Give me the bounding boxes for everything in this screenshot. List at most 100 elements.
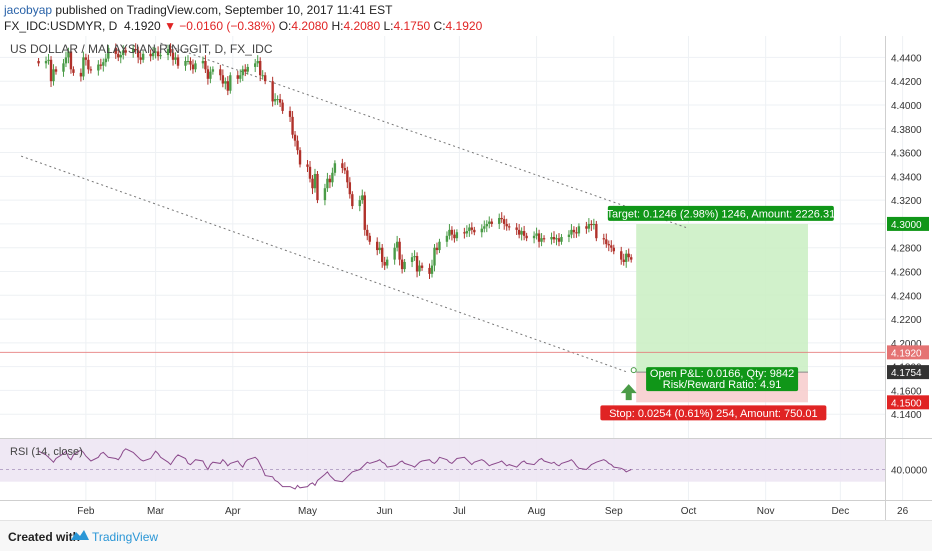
candle — [52, 64, 55, 86]
time-tick-label: Apr — [225, 506, 241, 517]
candle — [463, 227, 466, 239]
tradingview-logo-icon[interactable] — [70, 528, 90, 542]
candle — [570, 224, 573, 239]
candle-body — [271, 81, 274, 102]
candle — [82, 51, 85, 81]
candle — [485, 220, 488, 233]
candle-body — [141, 53, 145, 60]
price-tick-label: 4.1400 — [891, 410, 922, 421]
candle-body — [465, 231, 469, 234]
candle-body — [72, 69, 75, 73]
tradingview-brand[interactable]: TradingView — [92, 530, 159, 544]
candle-body — [211, 69, 215, 72]
risk-reward-label: Risk/Reward Ratio: 4.91 — [663, 379, 782, 391]
candle-body — [102, 62, 105, 66]
candle — [263, 72, 267, 85]
candle-body — [381, 247, 384, 262]
candle — [542, 235, 546, 243]
candle — [403, 259, 406, 273]
stop-label: Stop: 0.0254 (0.61%) 254, Amount: 750.01 — [609, 408, 818, 420]
candle — [119, 51, 122, 64]
candle — [383, 256, 386, 270]
time-axis[interactable]: Feb Mar Apr May Jun Jul Aug Sep Oct Nov Dec 26 — [77, 506, 908, 517]
chart-area[interactable]: US DOLLAR / MALAYSIAN RINGGIT, D, FX_IDC… — [0, 36, 932, 520]
chart-title: US DOLLAR / MALAYSIAN RINGGIT, D, FX_IDC — [10, 42, 273, 56]
candle — [291, 111, 294, 139]
candle — [102, 58, 105, 72]
candle — [535, 227, 538, 240]
candle — [134, 43, 137, 54]
candle-body — [84, 57, 88, 60]
candle-body — [560, 237, 563, 242]
candle — [226, 76, 230, 96]
candle-body — [361, 195, 364, 201]
candle-body — [293, 134, 297, 141]
candle — [500, 212, 503, 223]
candle — [540, 233, 543, 247]
candle-body — [585, 226, 588, 229]
candle-body — [209, 71, 212, 79]
candle — [555, 234, 558, 246]
last-price: 4.1920 — [124, 19, 161, 33]
candle-body — [383, 261, 386, 266]
candle — [278, 93, 282, 108]
candle-body — [191, 64, 195, 70]
candle-body — [438, 241, 441, 251]
price-tick-label: 4.4400 — [891, 53, 922, 64]
candle-body — [263, 75, 267, 82]
trendlines[interactable] — [20, 42, 687, 374]
candle-body — [485, 223, 488, 227]
candle-body — [540, 238, 543, 242]
candle-body — [241, 69, 244, 76]
candle — [191, 59, 195, 74]
candle-body — [450, 229, 454, 235]
candle-body — [288, 110, 292, 117]
candle — [333, 160, 337, 176]
candle-body — [550, 237, 553, 240]
candle-body — [149, 53, 152, 57]
candle — [595, 220, 598, 242]
candle — [64, 51, 68, 68]
candle-body — [136, 50, 140, 58]
candle — [132, 44, 135, 58]
candle-body — [505, 223, 508, 227]
candle — [567, 230, 571, 243]
candle — [363, 191, 366, 236]
candle — [520, 227, 523, 241]
candle-body — [522, 231, 526, 236]
price-tick-label: 4.4000 — [891, 101, 922, 112]
candle-body — [620, 251, 623, 260]
candle-body — [219, 69, 222, 76]
chart-header: jacobyap published on TradingView.com, S… — [0, 0, 932, 36]
candle-body — [328, 178, 332, 183]
candle-body — [400, 259, 404, 270]
candle — [415, 252, 419, 278]
candle-body — [552, 237, 556, 240]
author-link[interactable]: jacobyap — [4, 3, 53, 17]
candle-body — [44, 60, 48, 64]
candle — [577, 223, 581, 237]
footer: Created with TradingView — [0, 520, 932, 551]
candle-body — [567, 234, 571, 237]
candle — [201, 56, 205, 69]
candle — [605, 233, 608, 248]
candle — [381, 244, 384, 268]
candle-body — [281, 102, 284, 111]
candle — [204, 55, 207, 73]
candle — [430, 259, 434, 278]
rsi-band — [0, 439, 885, 482]
candle — [254, 58, 257, 73]
publish-line: jacobyap published on TradingView.com, S… — [4, 3, 393, 17]
candle-body — [627, 253, 630, 258]
candle-body — [99, 64, 103, 66]
candle — [483, 220, 486, 233]
candle — [552, 231, 556, 244]
ohlc-line: FX_IDC:USDMYR, D 4.1920 ▼ −0.0160 (−0.38… — [4, 19, 482, 33]
candle-body — [415, 256, 419, 272]
price-tick-label: 4.1600 — [891, 386, 922, 397]
candle — [627, 248, 630, 262]
candle-body — [107, 47, 110, 59]
candle — [49, 56, 53, 88]
candle-body — [311, 178, 314, 189]
time-tick-label: Jul — [453, 506, 466, 517]
